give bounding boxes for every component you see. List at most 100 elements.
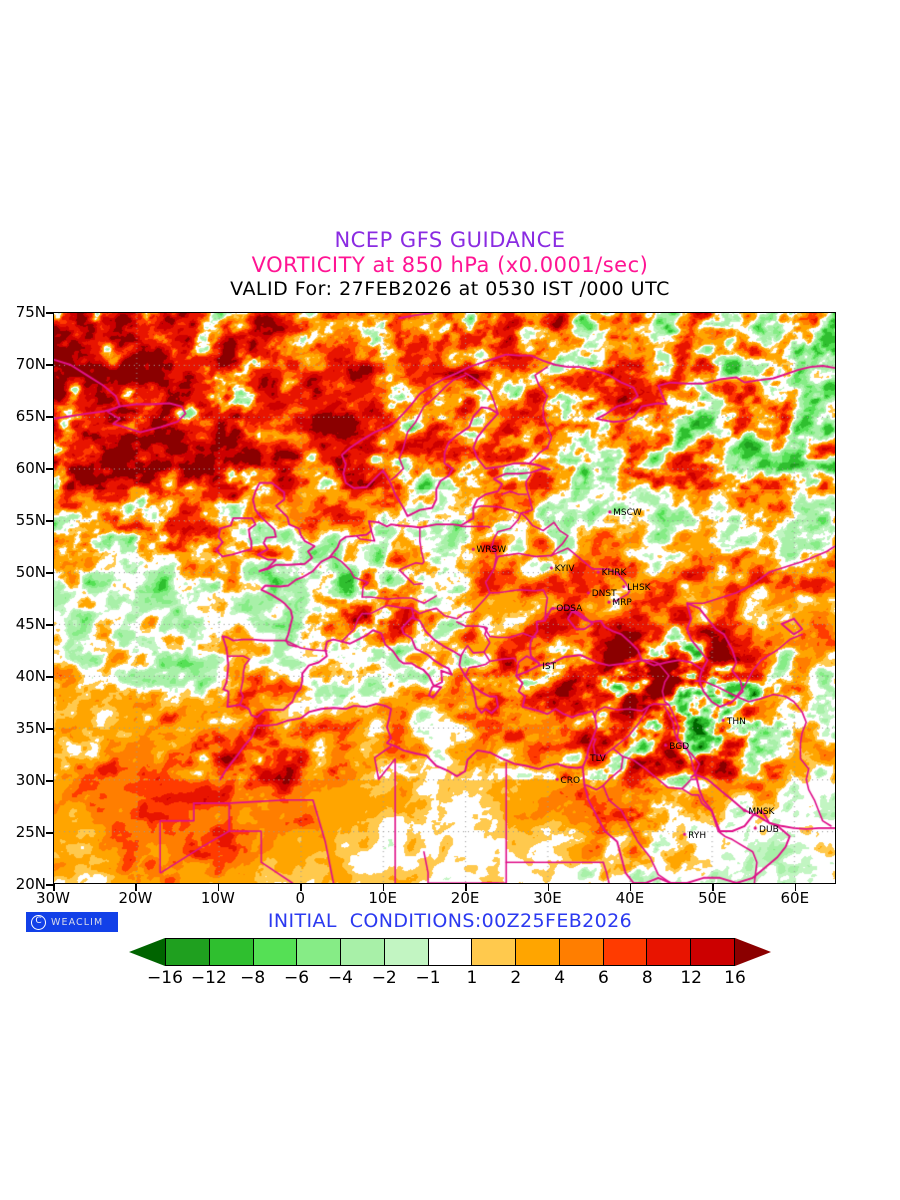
page-title: NCEP GFS GUIDANCE xyxy=(334,228,566,252)
colorbar-tick--4: −4 xyxy=(327,968,353,988)
lat-tick-70N: 70N xyxy=(15,355,46,373)
lon-tick-mark xyxy=(465,884,467,891)
lat-tick-45N: 45N xyxy=(15,615,46,633)
lat-tick-65N: 65N xyxy=(15,407,46,425)
city-label-kyiv: KYIV xyxy=(554,563,575,574)
lon-tick-mark xyxy=(382,884,385,891)
colorbar-segment--4 xyxy=(340,938,384,966)
lon-tick-mark xyxy=(547,884,550,891)
title-subtitle: VORTICITY at 850 hPa (x0.0001/sec) xyxy=(251,252,649,277)
title-block: NCEP GFS GUIDANCE VORTICITY at 850 hPa (… xyxy=(0,228,900,300)
lon-tick-30W: 30W xyxy=(36,889,70,907)
colorbar-tick--16: −16 xyxy=(147,968,183,988)
colorbar-segment--2 xyxy=(383,938,428,966)
lat-tick-35N: 35N xyxy=(15,719,46,737)
lat-tick-mark xyxy=(46,468,53,470)
city-label-mscw: MSCW xyxy=(613,507,642,518)
colorbar-tick-labels: −16 −12 −8 −6 −4 −2 −1 1 2 4 6 8 12 16 xyxy=(147,968,746,990)
lat-tick-mark xyxy=(46,572,53,574)
lon-tick-0: 0 xyxy=(295,889,306,907)
lat-tick-55N: 55N xyxy=(15,511,46,529)
city-label-cro: CRO xyxy=(560,776,581,786)
lat-tick-50N: 50N xyxy=(15,563,46,581)
colorbar-tick-6: 6 xyxy=(598,968,609,988)
city-label-odsa: ODSA xyxy=(556,604,583,615)
colorbar-tick--6: −6 xyxy=(284,968,310,988)
colorbar-tick-8: 8 xyxy=(641,968,653,988)
city-label-mrp: MRP xyxy=(612,598,632,609)
lon-tick-mark xyxy=(135,884,137,891)
lon-tick-60E: 60E xyxy=(780,889,810,907)
lon-tick-10W: 10W xyxy=(200,889,235,907)
colorbar-tick--8: −8 xyxy=(240,968,266,988)
lat-tick-75N: 75N xyxy=(15,303,46,321)
lon-tick-40E: 40E xyxy=(615,889,645,907)
colorbar-tick-12: 12 xyxy=(680,968,702,988)
lon-tick-10E: 10E xyxy=(368,889,397,907)
lat-tick-mark xyxy=(46,364,53,366)
colorbar-segment--8 xyxy=(252,938,297,966)
colorbar-tick--2: −2 xyxy=(371,968,397,988)
weaclim-logo: C WEACLIM xyxy=(26,912,118,932)
lat-tick-mark xyxy=(46,884,53,886)
lat-tick-30N: 30N xyxy=(15,771,46,789)
colorbar-segment--12 xyxy=(208,938,253,966)
weaclim-logo-text: WEACLIM xyxy=(51,916,104,928)
lon-tick-20W: 20W xyxy=(118,889,153,907)
lon-tick-mark xyxy=(794,884,797,891)
title-valid-time: VALID For: 27FEB2026 at 0530 IST /000 UT… xyxy=(230,277,670,300)
map-plot-area: MSCW WRSW KYIV KHRK LHSK DNST MRP ODSA IST THN BGD… xyxy=(53,312,836,884)
colorbar-segment--6 xyxy=(296,938,341,966)
city-label-dub: DUB xyxy=(759,824,779,835)
lat-tick-mark xyxy=(46,676,53,678)
lon-tick-mark xyxy=(300,884,302,891)
colorbar-tick--12: −12 xyxy=(190,968,227,988)
colorbar-segment--16 xyxy=(165,938,209,966)
colorbar-segment-12 xyxy=(690,938,735,966)
colorbar-segment-6 xyxy=(602,938,647,966)
lat-tick-20N: 20N xyxy=(15,875,46,893)
colorbar: −16 −12 −8 −6 −4 −2 −1 1 2 4 6 8 12 16 xyxy=(129,938,771,988)
lat-tick-60N: 60N xyxy=(15,459,46,477)
vorticity-field-canvas xyxy=(54,313,835,883)
lon-tick-mark xyxy=(629,884,632,891)
city-label-mnsk: MNSK xyxy=(748,807,775,818)
colorbar-segment-4 xyxy=(558,938,603,966)
colorbar-segment-1 xyxy=(471,938,516,966)
lon-tick-20E: 20E xyxy=(450,889,480,907)
city-label-thn: THN xyxy=(726,716,746,727)
copyright-icon: C xyxy=(31,914,46,930)
city-label-bgd: BGD xyxy=(669,741,690,752)
lat-tick-mark xyxy=(46,780,53,782)
city-label-khrk: KHRK xyxy=(601,568,627,578)
colorbar-tick-16: 16 xyxy=(724,968,746,988)
colorbar-tick--1: −1 xyxy=(415,968,441,988)
lon-tick-mark xyxy=(217,884,220,891)
colorbar-segment-2 xyxy=(515,938,559,966)
city-label-dnst: DNST xyxy=(591,588,617,599)
lon-tick-50E: 50E xyxy=(698,889,727,907)
city-label-ryh: RYH xyxy=(688,831,707,842)
lat-tick-mark xyxy=(46,312,53,314)
lat-tick-40N: 40N xyxy=(15,667,46,685)
colorbar-tick-1: 1 xyxy=(466,968,478,988)
colorbar-max-arrow xyxy=(735,938,771,966)
colorbar-segment-8 xyxy=(646,938,691,966)
lat-tick-mark xyxy=(46,728,53,730)
lat-tick-mark xyxy=(46,832,53,834)
lat-tick-mark xyxy=(46,416,53,418)
lon-tick-mark xyxy=(712,884,714,891)
lat-tick-mark xyxy=(46,624,53,626)
city-label-lhsk: LHSK xyxy=(627,582,651,593)
initial-conditions-label: INITIAL CONDITIONS:00Z25FEB2026 xyxy=(267,910,633,932)
colorbar-tick-4: 4 xyxy=(554,968,566,988)
colorbar-tick-2: 2 xyxy=(510,968,522,988)
colorbar-segment--1 xyxy=(427,938,472,966)
colorbar-segments xyxy=(165,938,735,966)
lon-tick-mark xyxy=(53,884,55,891)
city-label-tlv: TLV xyxy=(590,754,606,765)
lat-tick-mark xyxy=(46,520,53,522)
lon-tick-30E: 30E xyxy=(533,889,562,907)
lat-tick-25N: 25N xyxy=(15,823,46,841)
